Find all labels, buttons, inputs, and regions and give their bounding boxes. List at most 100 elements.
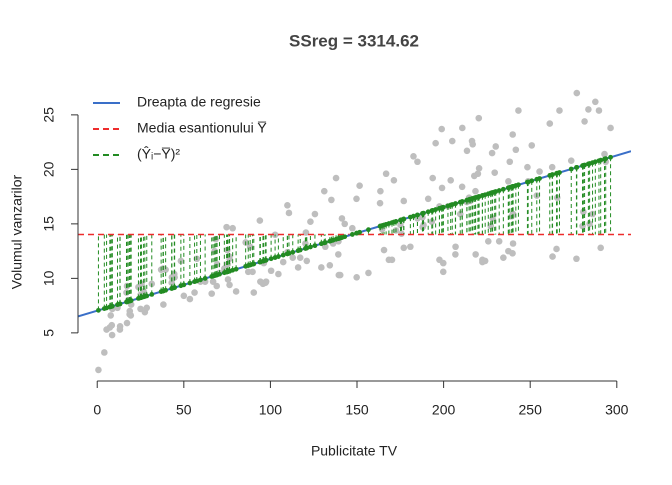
- data-point: [509, 240, 517, 247]
- fitted-point: [580, 162, 586, 168]
- fitted-point: [328, 238, 334, 244]
- data-point: [488, 149, 496, 157]
- data-point: [332, 174, 340, 182]
- fitted-point: [268, 256, 274, 262]
- data-point: [320, 187, 328, 195]
- fitted-point: [401, 216, 407, 222]
- y-axis-label: Volumul vanzarilor: [9, 174, 25, 289]
- data-point: [397, 221, 404, 229]
- data-point: [475, 164, 483, 172]
- fitted-point: [510, 184, 516, 189]
- data-point: [492, 143, 500, 150]
- data-point: [208, 290, 216, 297]
- fitted-point: [554, 171, 559, 176]
- fitted-point: [500, 186, 506, 192]
- fitted-point: [547, 173, 553, 178]
- legend-label: (Ŷᵢ−Y̅)²: [137, 146, 180, 162]
- x-tick-label: 100: [259, 402, 283, 418]
- data-point: [168, 279, 175, 287]
- data-point: [484, 238, 492, 245]
- data-point: [326, 261, 334, 269]
- fitted-point: [383, 221, 389, 227]
- fitted-point: [425, 209, 431, 215]
- data-point: [491, 169, 498, 176]
- data-point: [573, 89, 581, 97]
- fitted-point: [284, 251, 290, 257]
- data-point: [524, 163, 531, 171]
- data-point: [284, 202, 291, 209]
- fitted-point: [304, 245, 310, 251]
- data-point: [607, 124, 614, 132]
- data-point: [472, 251, 479, 258]
- data-point: [495, 238, 503, 245]
- fitted-point: [585, 161, 591, 167]
- data-point: [376, 199, 384, 207]
- x-tick-label: 300: [605, 402, 629, 418]
- data-point: [294, 264, 302, 271]
- fitted-point: [181, 282, 187, 288]
- fitted-point: [366, 227, 371, 233]
- data-point: [279, 258, 287, 266]
- data-point: [592, 98, 599, 106]
- y-tick-label: 5: [41, 329, 57, 337]
- x-tick-label: 50: [176, 402, 192, 418]
- x-axis-label: Publicitate TV: [311, 443, 398, 459]
- data-point: [479, 258, 486, 266]
- fitted-point: [445, 203, 451, 209]
- data-point: [388, 256, 396, 264]
- data-point: [505, 178, 512, 185]
- plot-area: [78, 89, 631, 374]
- data-point: [353, 195, 360, 203]
- fitted-point: [457, 199, 463, 205]
- legend-label: Dreapta de regresie: [137, 94, 261, 110]
- data-point: [365, 269, 372, 277]
- data-point: [390, 176, 398, 184]
- data-point: [137, 305, 144, 313]
- data-point: [213, 282, 221, 290]
- data-point: [303, 257, 311, 265]
- fitted-point: [480, 193, 485, 198]
- data-point: [438, 125, 446, 133]
- fitted-point: [354, 230, 359, 236]
- legend-label: Media esantionului Y̅: [137, 120, 267, 136]
- data-point: [448, 137, 456, 145]
- x-tick-label: 150: [345, 402, 369, 418]
- fitted-point: [568, 166, 574, 172]
- data-point: [556, 107, 563, 114]
- y-tick-label: 15: [41, 216, 57, 232]
- data-point: [458, 183, 466, 191]
- fitted-point: [144, 293, 150, 299]
- data-point: [436, 256, 443, 264]
- fitted-point: [467, 196, 473, 202]
- fitted-point: [172, 285, 178, 290]
- data-point: [546, 120, 554, 127]
- fitted-point: [516, 182, 521, 188]
- data-point: [414, 158, 421, 166]
- data-point: [400, 197, 408, 205]
- data-point: [509, 249, 516, 257]
- fitted-point: [449, 202, 455, 207]
- data-point: [311, 210, 319, 218]
- data-point: [400, 244, 408, 252]
- data-point: [186, 295, 194, 303]
- data-point: [459, 124, 466, 132]
- data-point: [318, 264, 325, 271]
- x-tick-label: 0: [93, 402, 101, 418]
- fitted-point: [221, 270, 227, 276]
- data-point: [424, 195, 432, 203]
- fitted-point: [96, 307, 101, 313]
- data-point: [335, 271, 343, 279]
- data-point: [410, 152, 417, 160]
- fitted-point: [411, 213, 416, 219]
- fitted-point: [608, 154, 613, 160]
- data-point: [356, 182, 363, 190]
- data-point: [108, 331, 116, 339]
- data-point: [452, 251, 459, 258]
- data-point: [296, 254, 304, 261]
- data-point: [256, 217, 264, 224]
- x-tick-label: 200: [432, 402, 456, 418]
- chart-title: SSreg = 3314.62: [289, 31, 419, 50]
- fitted-point: [308, 244, 313, 250]
